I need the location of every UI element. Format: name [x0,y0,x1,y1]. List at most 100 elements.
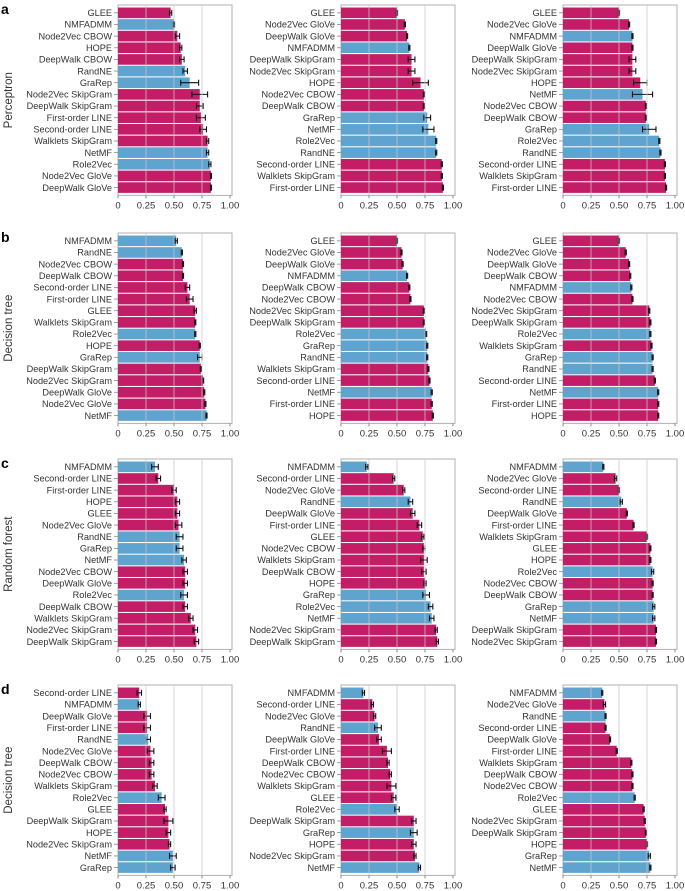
method-label: GLEE [532,544,557,554]
bar [118,170,211,182]
method-label: Node2Vec GloVe [487,700,557,710]
method-label: NMFADMM [288,688,335,698]
method-label: DeepWalk SkipGram [27,101,113,111]
method-label: First-order LINE [492,183,557,193]
method-label: HOPE [531,78,557,88]
method-label: NetMF [84,555,112,565]
bar [118,340,200,351]
plot-frame [340,458,456,650]
bar [341,508,413,519]
y-axis-title: Perceptron [3,72,15,128]
method-label: RandNE [77,66,112,76]
x-tick-label: 0.25 [582,200,601,211]
bar [563,473,616,484]
bar [341,827,414,838]
bar [563,328,651,340]
method-label: RandNE [522,711,557,721]
method-label: HOPE [86,341,112,351]
bar [118,135,208,147]
bar [118,112,201,123]
bar [341,578,425,589]
bar [341,328,427,340]
x-tick-label: 0.75 [193,654,212,665]
bar [563,352,653,363]
method-label: GraRep [525,602,557,612]
x-tick-label: 0 [115,200,120,211]
method-label: RandNE [522,148,557,158]
bar [118,699,140,710]
method-label: RandNE [300,353,335,363]
bar [341,170,442,182]
bar [341,100,424,112]
bar [563,19,630,30]
x-tick-label: 0 [560,880,565,891]
bar [563,89,643,100]
method-label: DeepWalk CBOW [39,271,113,281]
method-label: Second-order LINE [256,474,335,484]
bar [341,317,424,328]
method-label: DeepWalk SkipGram [250,816,336,826]
method-label: NMFADMM [288,462,335,472]
bar [118,461,155,473]
method-label: NetMF [529,613,557,623]
bar [563,77,641,89]
bar [563,363,653,375]
method-label: Walklets SkipGram [257,781,335,791]
method-label: DeepWalk SkipGram [27,364,113,374]
bar [118,636,197,647]
bar [341,734,380,745]
method-label: DeepWalk GloVe [487,509,557,519]
method-label: Second-order LINE [256,700,335,710]
method-label: Second-order LINE [478,723,557,733]
bar [563,710,606,722]
method-label: DeepWalk CBOW [262,567,336,577]
bar [341,566,424,577]
method-label: NMFADMM [510,31,557,41]
bar [563,636,656,647]
method-label: DeepWalk CBOW [484,271,558,281]
bar [341,247,402,258]
bar [341,42,410,54]
x-tick-label: 0.25 [360,428,379,439]
bar [118,398,206,410]
method-label: DeepWalk SkipGram [472,55,558,65]
bar [118,158,210,170]
method-label: NetMF [84,851,112,861]
method-label: HOPE [309,411,335,421]
method-label: Node2Vec GloVe [487,248,557,258]
bar [563,147,661,158]
method-label: NMFADMM [288,43,335,53]
bar [118,77,190,89]
x-tick-label: 0.50 [610,428,629,439]
bar [118,65,186,77]
bar [563,792,635,803]
bar [341,375,430,386]
x-tick-label: 0.50 [165,428,184,439]
bar [118,601,186,612]
bar [118,722,148,734]
method-label: Node2Vec SkipGram [26,625,112,635]
method-label: RandNE [77,248,112,258]
bar [118,566,186,577]
method-label: DeepWalk SkipGram [250,318,336,328]
bar [118,827,169,838]
method-label: Node2Vec CBOW [483,579,557,589]
method-label: NMFADMM [65,236,112,246]
method-label: NetMF [529,863,557,873]
x-tick-label: 0 [115,654,120,665]
method-label: NMFADMM [510,688,557,698]
bar [341,612,432,624]
method-label: Node2Vec GloVe [42,746,112,756]
x-tick-label: 0 [338,880,343,891]
bar [118,317,196,328]
method-label: Walklets SkipGram [479,171,557,181]
method-label: RandNE [300,148,335,158]
method-label: NMFADMM [65,20,112,30]
x-tick-label: 0.25 [137,654,156,665]
method-label: HOPE [86,43,112,53]
x-tick-label: 0.25 [582,654,601,665]
bar [341,531,423,543]
